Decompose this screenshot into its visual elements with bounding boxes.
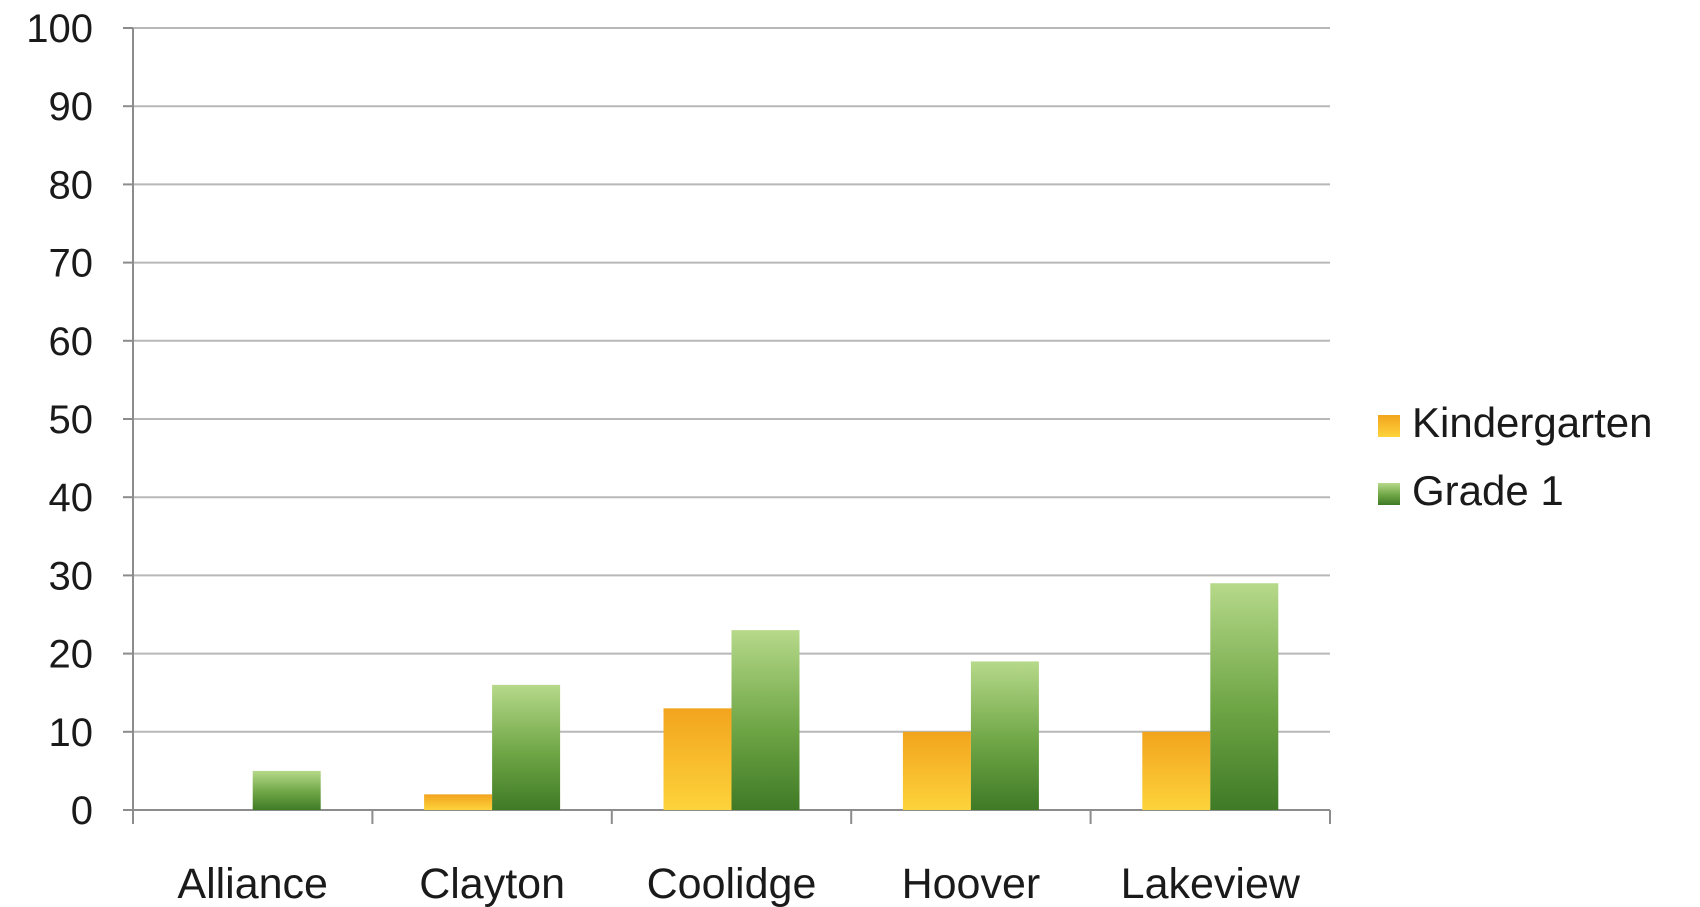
- y-axis-tick-label: 100: [26, 7, 93, 51]
- legend-swatch-kindergarten: [1378, 415, 1400, 437]
- gridlines: [133, 27, 1330, 733]
- bar-grade-1-alliance: [252, 770, 321, 810]
- legend-swatch-grade-1: [1378, 483, 1400, 505]
- x-axis-category-label: Lakeview: [1121, 860, 1301, 907]
- bar-kindergarten-lakeview: [1142, 731, 1211, 810]
- y-axis-tick-label: 60: [49, 320, 94, 364]
- bar-grade-1-hoover: [970, 661, 1039, 810]
- y-axis-tick-label: 40: [49, 476, 94, 520]
- bar-kindergarten-clayton: [424, 794, 493, 810]
- bar-kindergarten-hoover: [902, 731, 971, 810]
- legend: Kindergarten Grade 1: [1378, 399, 1653, 514]
- x-axis-category-label: Clayton: [419, 860, 565, 907]
- y-axis-tick-label: 20: [49, 633, 94, 677]
- x-axis-category-label: Coolidge: [647, 860, 817, 907]
- y-axis-tick-label: 70: [49, 242, 94, 286]
- y-axis-tick-label: 10: [49, 711, 94, 755]
- bar-grade-1-lakeview: [1210, 583, 1279, 810]
- y-axis-tick-label: 50: [49, 398, 94, 442]
- y-axis-tick-label: 80: [49, 163, 94, 207]
- bar-grade-1-coolidge: [731, 630, 800, 810]
- y-axis-tick-label: 90: [49, 85, 94, 129]
- bars: [252, 583, 1279, 810]
- x-axis-category-label: Alliance: [177, 860, 328, 907]
- legend-label: Kindergarten: [1412, 399, 1653, 446]
- y-axis-tick-label: 30: [49, 554, 94, 598]
- y-axis-tick-label: 0: [71, 789, 93, 833]
- y-axis-tick-labels: 0 10 20 30 40 50 60 70 80 90 100: [26, 7, 93, 833]
- bar-grade-1-clayton: [492, 684, 561, 810]
- x-axis-category-labels: Alliance Clayton Coolidge Hoover Lakeview: [177, 860, 1300, 907]
- legend-label: Grade 1: [1412, 467, 1564, 514]
- bar-kindergarten-coolidge: [663, 708, 732, 810]
- axes: [123, 27, 1331, 824]
- x-axis-category-label: Hoover: [902, 860, 1041, 907]
